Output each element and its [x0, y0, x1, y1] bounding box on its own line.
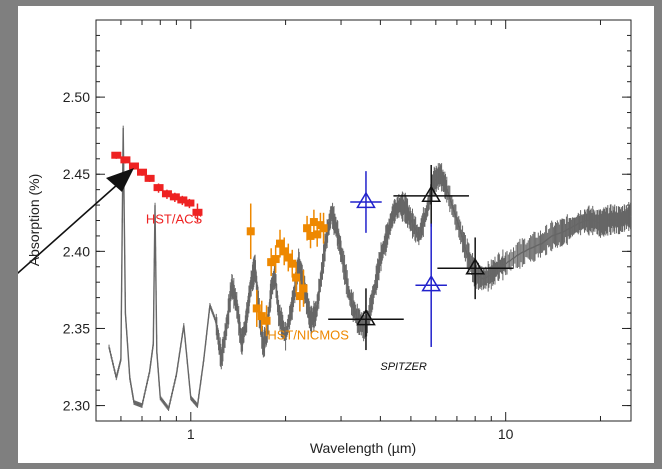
data-point: [276, 239, 285, 248]
axis-ticks: 2.30 2.35 2.40 2.45 2.50 1 10: [63, 19, 631, 442]
data-point: [271, 255, 280, 264]
data-point: [356, 191, 376, 209]
arrow-head: [106, 168, 134, 192]
data-point: [192, 208, 203, 216]
data-point: [262, 316, 271, 325]
absorption-spectrum-chart: 2.30 2.35 2.40 2.45 2.50 1 10 HST/ACS HST/NICMO…: [18, 19, 632, 456]
series-spitzer: [328, 164, 513, 351]
data-point: [465, 257, 486, 275]
data-point: [313, 230, 322, 239]
data-point: [144, 174, 155, 182]
model-spectrum: [108, 125, 632, 411]
series-nicmos: [246, 203, 328, 337]
annotations: HST/ACS HST/NICMOS SPITZER: [146, 212, 427, 374]
y-axis-label: Absorption (%): [26, 174, 42, 267]
data-point: [246, 227, 255, 236]
data-point: [309, 218, 318, 227]
observation-series: [111, 151, 513, 351]
data-point: [299, 284, 308, 293]
data-point: [306, 231, 315, 240]
data-point: [128, 162, 139, 170]
x-axis-label: Wavelength (µm): [310, 440, 416, 456]
x-tick-label: 1: [187, 426, 195, 442]
data-point: [161, 190, 172, 198]
annotation-label: HST/ACS: [146, 212, 203, 227]
data-point: [421, 274, 442, 292]
data-point: [137, 168, 148, 176]
data-point: [257, 312, 266, 321]
y-tick-label: 2.30: [63, 398, 90, 414]
data-point: [288, 259, 297, 268]
annotation-label: SPITZER: [380, 361, 427, 373]
data-point: [111, 151, 122, 159]
figure-panel: 2.30 2.35 2.40 2.45 2.50 1 10 HST/ACS HST/NICMO…: [18, 6, 654, 463]
data-point: [421, 185, 442, 202]
data-point: [292, 273, 301, 282]
y-tick-label: 2.35: [63, 320, 90, 336]
data-point: [169, 193, 180, 201]
data-point: [267, 258, 276, 267]
y-tick-label: 2.50: [63, 89, 90, 105]
series-spitzer_alt: [350, 171, 447, 347]
model-line: [108, 127, 632, 411]
data-point: [319, 224, 328, 233]
series-acs: [111, 151, 203, 223]
data-point: [252, 304, 261, 313]
data-point: [280, 247, 289, 256]
data-point: [177, 196, 188, 204]
data-point: [284, 253, 293, 262]
y-tick-label: 2.40: [63, 243, 90, 259]
y-tick-label: 2.45: [63, 166, 90, 182]
data-point: [120, 156, 131, 164]
data-point: [295, 292, 304, 301]
annotation-label: HST/NICMOS: [267, 327, 349, 342]
data-point: [356, 308, 376, 326]
arrow-shaft: [18, 183, 119, 275]
data-point: [184, 199, 195, 207]
x-tick-label: 10: [498, 426, 514, 442]
data-point: [153, 184, 164, 192]
pointer-arrow: [18, 168, 134, 275]
data-point: [303, 224, 312, 233]
